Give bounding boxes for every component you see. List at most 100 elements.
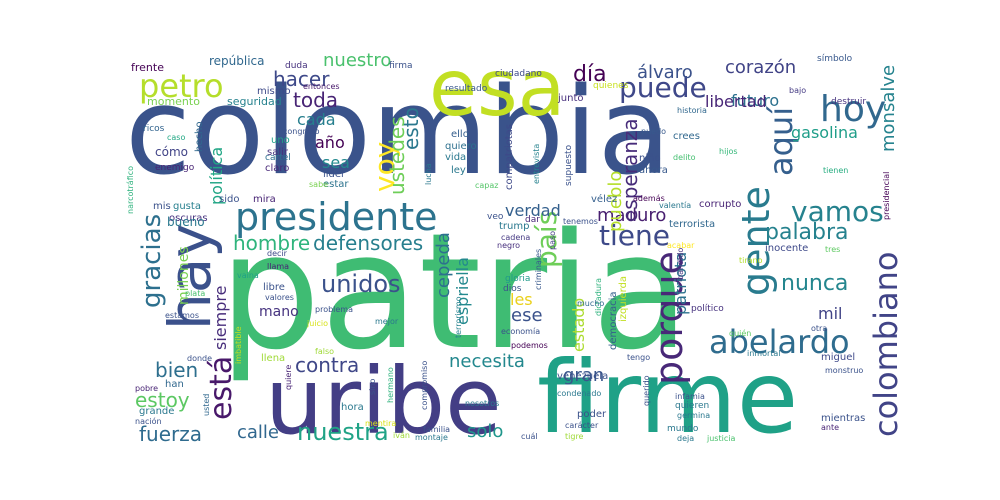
word-inocente: inocente — [765, 243, 809, 254]
word-democracia: democracia — [608, 291, 619, 350]
word-terrorismo: terrorismo — [454, 296, 463, 338]
word-nuestra: nuestra — [297, 418, 389, 446]
word-criminales: criminales — [534, 248, 543, 290]
word-sino: sino — [368, 378, 377, 395]
word-juicio: juicio — [307, 319, 329, 328]
word-estar: estar — [323, 179, 349, 190]
word-tigre: tigre — [565, 432, 584, 441]
word-tres: tres — [825, 245, 841, 254]
word-palabra: palabra — [765, 220, 849, 245]
word-defensores: defensores — [313, 231, 424, 255]
word-falso: falso — [315, 347, 335, 356]
word-alvaro: álvaro — [637, 62, 693, 83]
word-simbolo: símbolo — [817, 54, 853, 64]
word-dia: día — [573, 62, 607, 87]
word-justicia: justicia — [707, 434, 736, 443]
word-esa: esa — [429, 44, 566, 134]
word-vida: vida — [445, 152, 467, 163]
word-dar: dar — [525, 215, 540, 225]
word-otra: otra — [811, 324, 828, 333]
word-presidente: presidente — [235, 195, 438, 239]
word-bajo: bajo — [789, 86, 807, 95]
word-contra: contra — [295, 353, 360, 377]
word-puede: puede — [619, 71, 707, 104]
word-deja: deja — [677, 434, 695, 443]
word-montaje: montaje — [415, 433, 448, 442]
word-problema: problema — [315, 305, 354, 314]
word-ahora: ahora — [639, 165, 668, 176]
word-nosotros: nosotros — [465, 399, 500, 408]
word-colombia: colombia — [125, 63, 672, 202]
word-destruir: destruir — [831, 97, 867, 107]
word-pobre: pobre — [135, 384, 159, 393]
word-supuesto: supuesto — [564, 144, 574, 186]
word-calle: calle — [237, 422, 280, 443]
word-oscuras: oscuras — [169, 213, 208, 224]
word-mejor: mejor — [375, 317, 399, 326]
word-capaz: capaz — [475, 181, 499, 190]
word-libertad: libertad — [705, 92, 767, 111]
word-hoy: hoy — [820, 89, 887, 130]
word-hora: hora — [341, 402, 364, 413]
word-nacion: nación — [135, 417, 162, 426]
word-usted: usted — [202, 393, 211, 416]
word-hacer: hacer — [273, 67, 330, 91]
word-entonces: entonces — [303, 82, 340, 91]
word-cepeda: cepeda — [433, 232, 454, 298]
word-firma: firma — [389, 61, 413, 71]
word-puedo: puedo — [641, 127, 667, 136]
word-quiero: quiero — [445, 141, 477, 152]
word-grande: grande — [139, 406, 175, 417]
word-velez: vélez — [591, 194, 618, 205]
word-cloud: patria colombia firme uribe esa presiden… — [125, 44, 905, 450]
word-imbatible: imbatible — [234, 326, 243, 364]
word-claro: claro — [265, 163, 290, 174]
word-venezuela: venezuela — [557, 371, 609, 382]
word-gasolina: gasolina — [791, 123, 858, 142]
word-unidos: unidos — [321, 270, 401, 298]
word-salir: salir — [267, 147, 289, 158]
word-quiere: quiere — [284, 364, 293, 390]
word-monsalve: monsalve — [878, 64, 899, 152]
word-querido: querido — [642, 375, 651, 406]
word-miguel: miguel — [821, 352, 856, 363]
word-dios: dios — [503, 284, 522, 294]
word-historia: historia — [677, 106, 707, 115]
word-trump: trump — [499, 221, 530, 232]
word-ustedes: ustedes — [385, 116, 409, 195]
word-crees: crees — [673, 131, 700, 142]
word-petro: petro — [139, 67, 224, 105]
word-ante: ante — [821, 423, 840, 432]
word-uno: uno — [271, 135, 290, 146]
word-gracias: gracias — [137, 213, 167, 308]
word-fuerza: fuerza — [139, 422, 202, 446]
word-gusta: gusta — [173, 201, 201, 212]
word-gloria: gloria — [505, 274, 531, 284]
word-solo: solo — [467, 421, 504, 442]
word-hombre: hombre — [233, 231, 311, 255]
word-junto: junto — [558, 93, 584, 104]
word-valentia: valentía — [659, 201, 692, 210]
word-hijos: hijos — [719, 147, 738, 156]
word-tirano: tirano — [739, 256, 763, 265]
word-tiene: tiene — [599, 219, 670, 252]
word-ademas: además — [633, 194, 665, 203]
word-esta: está — [204, 355, 239, 420]
word-presidencial: presidencial — [882, 171, 891, 220]
word-bueno: bueno — [167, 215, 205, 229]
word-paso: paso — [548, 230, 557, 250]
word-bien: bien — [155, 358, 199, 382]
word-ese: ese — [511, 305, 543, 326]
word-ley: ley — [451, 165, 466, 176]
word-cartel: cartel — [265, 153, 291, 163]
word-mano: mano — [259, 304, 299, 320]
word-cual: cuál — [521, 432, 538, 441]
word-tenemos: tenemos — [563, 217, 598, 226]
word-mundo: mundo — [667, 424, 699, 434]
word-plata: plata — [185, 289, 206, 298]
word-mucho: mucho — [577, 299, 605, 308]
word-necesita: necesita — [449, 351, 525, 372]
word-monstruo: monstruo — [825, 366, 864, 375]
word-inmortal: inmortal — [747, 349, 781, 358]
word-infamia: infamia — [675, 392, 705, 401]
